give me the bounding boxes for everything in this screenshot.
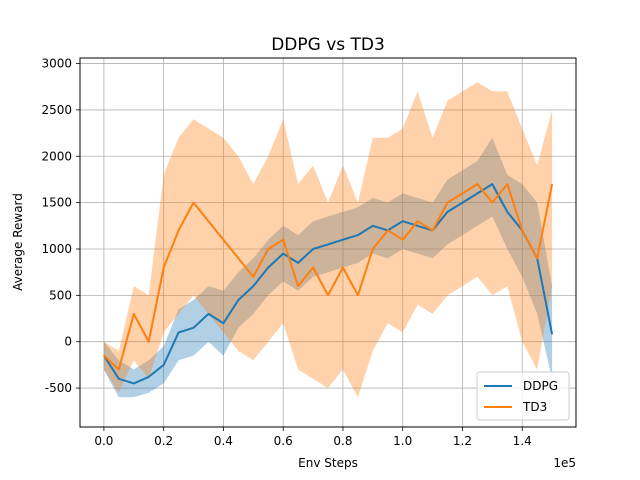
y-tick-label: 0: [64, 335, 72, 349]
y-tick-label: 1000: [41, 242, 72, 256]
y-tick-label: -500: [45, 381, 72, 395]
legend-label-td3: TD3: [522, 400, 547, 414]
y-tick-label: 3000: [41, 57, 72, 71]
x-tick-label: 0.0: [94, 434, 113, 448]
y-tick-label: 500: [49, 288, 72, 302]
chart-title: DDPG vs TD3: [271, 35, 385, 55]
x-tick-label: 1.4: [513, 434, 532, 448]
y-axis: -500 0 500 1000 1500 2000 2500 3000: [41, 57, 80, 395]
y-tick-label: 2000: [41, 149, 72, 163]
x-tick-label: 0.2: [154, 434, 173, 448]
line-ddpg: [103, 183, 554, 385]
x-axis-offset-label: 1e5: [553, 456, 576, 470]
x-axis-label: Env Steps: [298, 456, 358, 470]
legend: DDPG TD3: [476, 371, 570, 421]
x-axis: 0.0 0.2 0.4 0.6 0.8 1.0 1.2 1.4: [94, 427, 532, 448]
legend-label-ddpg: DDPG: [523, 379, 558, 393]
y-tick-label: 2500: [41, 103, 72, 117]
series-lines: [103, 183, 554, 385]
x-tick-label: 0.6: [274, 434, 293, 448]
x-tick-label: 1.2: [453, 434, 472, 448]
y-tick-label: 1500: [41, 196, 72, 210]
y-axis-label: Average Reward: [11, 193, 25, 291]
band-ddpg: [103, 137, 553, 398]
x-tick-label: 0.4: [214, 434, 233, 448]
x-tick-label: 0.8: [333, 434, 352, 448]
x-tick-label: 1.0: [393, 434, 412, 448]
plot-frame: [79, 57, 577, 428]
line-td3: [103, 183, 554, 371]
